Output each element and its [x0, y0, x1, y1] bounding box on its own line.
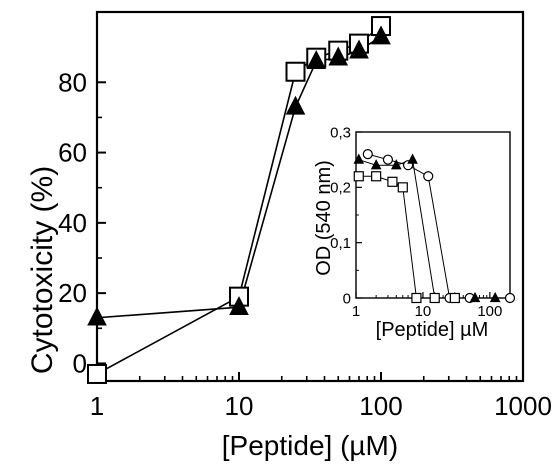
inset-y-tick-label: 0 [343, 290, 351, 307]
main-x-axis-title: [Peptide] (µM) [222, 430, 398, 461]
main-y-axis-title: Cytotoxicity (%) [26, 166, 59, 374]
inset-frame [355, 131, 511, 299]
main-series-1-point [328, 46, 349, 66]
inset-y-tick-label: 0,1 [330, 235, 351, 252]
inset-series-2-point [387, 176, 398, 187]
main-x-tick-label: 100 [359, 391, 402, 421]
inset-x-tick-label: 1 [352, 303, 360, 320]
inset-series-1-point [370, 159, 382, 170]
inset-series-0-point [423, 171, 434, 182]
main-series-0-point [87, 363, 107, 384]
inset-series-2-point [371, 171, 382, 182]
inset-plot: 1 10 100 0 0,1 0,2 0,3 [330, 124, 516, 320]
inset-y-tick-label: 0,3 [330, 124, 351, 141]
inset-series-0-point [362, 149, 373, 160]
main-x-tick-label: 10 [225, 391, 254, 421]
inset-series-2-point [411, 292, 422, 304]
inset-series-2-point [353, 171, 364, 182]
main-series-1-point [306, 50, 327, 69]
main-series-1-point [285, 95, 306, 115]
main-series-1-point [87, 306, 107, 326]
inset-series-0-point [504, 292, 516, 304]
main-y-tick-label: 40 [58, 208, 87, 238]
main-y-tick-label: 0 [73, 349, 87, 379]
inset-series-0-point [382, 154, 394, 165]
inset-series-1-point [353, 153, 365, 164]
inset-series-1-point [407, 153, 418, 164]
inset-series-2-point [429, 292, 440, 304]
inset-series-1-point [469, 291, 481, 303]
main-series-1-point [371, 25, 391, 45]
inset-series-1-point [390, 159, 402, 170]
inset-x-axis-title: [Peptide] µM [376, 319, 489, 341]
inset-series-2-point [449, 292, 460, 304]
inset-series-1-point [489, 291, 501, 303]
main-y-tick-label: 60 [58, 138, 87, 168]
main-series-0-point [285, 61, 306, 82]
main-x-tick-label: 1000 [494, 391, 552, 421]
inset-x-tick-label: 10 [415, 303, 432, 320]
main-series-1-point [229, 296, 249, 315]
main-y-tick-label: 80 [58, 67, 87, 97]
main-x-tick-label: 1 [90, 391, 104, 421]
inset-x-tick-label: 100 [477, 303, 502, 320]
inset-series-2-point [397, 182, 408, 193]
inset-y-tick-label: 0,2 [330, 180, 351, 197]
main-y-tick-label: 20 [58, 278, 87, 308]
main-series-1-point [349, 39, 369, 59]
inset-y-axis-title: OD (540 nm) [313, 160, 335, 276]
